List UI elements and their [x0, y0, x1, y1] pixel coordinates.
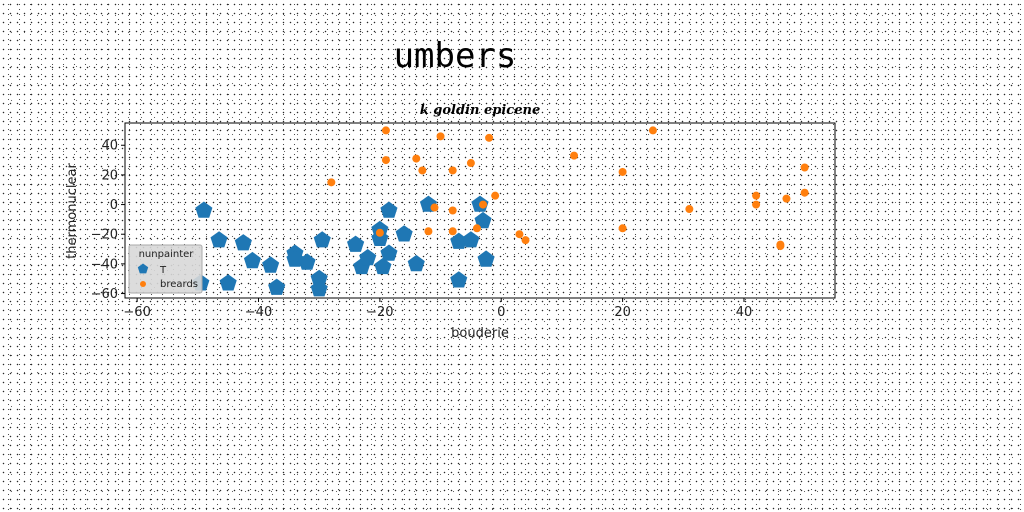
data-point-breards: [479, 200, 488, 209]
scatter-marks: [192, 126, 809, 297]
data-point-T: [462, 231, 480, 248]
legend-label-T: T: [159, 265, 167, 276]
data-point-breards: [424, 227, 433, 236]
data-point-breards: [448, 206, 457, 215]
y-axis-label: thermonuclear: [65, 163, 80, 259]
data-point-breards: [515, 230, 524, 239]
legend-box: [128, 244, 203, 294]
x-tick-label: −40: [245, 305, 272, 320]
data-point-breards: [491, 191, 500, 200]
data-point-T: [359, 249, 377, 266]
data-point-T: [234, 234, 252, 251]
data-point-T: [450, 271, 468, 288]
figure-suptitle: umbers: [393, 36, 517, 76]
chart-title: k goldin epicene: [420, 103, 540, 118]
y-tick-label: 20: [101, 168, 118, 183]
x-tick-label: −60: [123, 305, 150, 320]
data-point-breards: [381, 156, 390, 165]
plot-frame: [124, 122, 836, 299]
x-tick-label: −20: [366, 305, 393, 320]
data-point-T: [347, 235, 365, 252]
data-point-T: [395, 225, 413, 242]
legend-marker-T: [137, 263, 149, 274]
data-point-breards: [752, 191, 761, 200]
x-tick-label: 40: [736, 305, 753, 320]
data-point-T: [219, 274, 237, 291]
legend-marker-breards: [140, 281, 146, 287]
data-point-T: [313, 231, 331, 248]
y-tick-label: −40: [91, 257, 118, 272]
data-point-breards: [648, 126, 657, 135]
x-axis: −60 −40 −20 0 20 40: [123, 298, 752, 320]
x-tick-label: 20: [614, 305, 631, 320]
y-tick-label: 40: [101, 139, 118, 154]
y-tick-label: 0: [110, 198, 118, 213]
data-point-breards: [381, 126, 390, 135]
data-point-breards: [448, 227, 457, 236]
data-point-breards: [436, 132, 445, 141]
data-point-T: [380, 244, 398, 261]
data-point-breards: [782, 194, 791, 203]
data-point-breards: [375, 228, 384, 237]
data-point-T: [310, 280, 328, 297]
data-point-breards: [618, 167, 627, 176]
y-tick-label: −20: [91, 228, 118, 243]
data-point-T: [380, 201, 398, 218]
data-point-T: [298, 253, 316, 270]
legend-label-breards: breards: [160, 279, 198, 290]
legend: nunpainter T breards: [128, 244, 203, 294]
y-tick-label: −60: [91, 287, 118, 302]
y-axis: −60 −40 −20 0 20 40: [91, 139, 125, 302]
legend-title: nunpainter: [139, 249, 195, 260]
x-axis-label: bouderie: [451, 326, 509, 341]
data-point-breards: [570, 151, 579, 160]
data-point-breards: [430, 203, 439, 212]
data-point-breards: [418, 166, 427, 175]
data-point-T: [477, 250, 495, 267]
data-point-breards: [485, 133, 494, 142]
data-point-breards: [412, 154, 421, 163]
data-point-breards: [466, 159, 475, 168]
data-point-T: [262, 256, 280, 273]
x-tick-label: 0: [497, 305, 505, 320]
data-point-breards: [327, 178, 336, 187]
data-point-breards: [448, 166, 457, 175]
data-point-T: [310, 269, 328, 286]
data-point-T: [268, 278, 286, 295]
data-point-breards: [618, 224, 627, 233]
data-point-breards: [521, 236, 530, 245]
data-point-T: [474, 211, 492, 229]
data-point-T: [407, 254, 425, 272]
data-point-breards: [776, 242, 785, 251]
data-point-breards: [800, 163, 809, 172]
data-point-breards: [472, 224, 481, 233]
data-point-T: [286, 250, 304, 267]
data-point-T: [195, 201, 213, 218]
data-point-breards: [752, 200, 761, 209]
data-point-T: [450, 232, 468, 249]
data-point-breards: [685, 205, 694, 214]
data-point-breards: [800, 188, 809, 197]
data-point-T: [243, 251, 261, 269]
data-point-T: [374, 257, 392, 275]
data-point-T: [210, 231, 228, 248]
